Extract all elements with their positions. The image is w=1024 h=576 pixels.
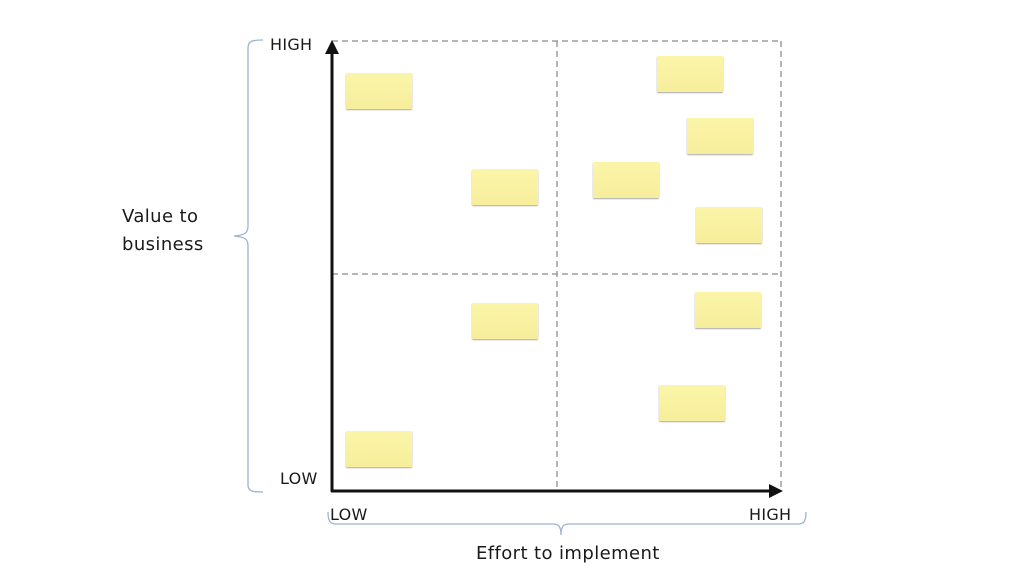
y-axis-title-line2: business	[122, 234, 204, 255]
x-axis-low-label: LOW	[330, 505, 368, 524]
sticky-note[interactable]	[472, 169, 538, 205]
sticky-note[interactable]	[696, 207, 762, 243]
sticky-note[interactable]	[472, 303, 538, 339]
sticky-note[interactable]	[657, 56, 723, 92]
y-axis-arrowhead	[325, 40, 339, 54]
x-axis-brace	[327, 511, 807, 536]
sticky-note[interactable]	[346, 431, 412, 467]
sticky-note[interactable]	[687, 118, 753, 154]
y-axis-title: Value to business	[122, 203, 204, 259]
x-axis-arrowhead	[769, 484, 783, 498]
sticky-note[interactable]	[593, 162, 659, 198]
sticky-note[interactable]	[346, 73, 412, 109]
y-axis-low-label: LOW	[280, 469, 318, 488]
y-axis-title-line1: Value to	[122, 206, 199, 227]
x-axis-high-label: HIGH	[749, 505, 792, 524]
sticky-note[interactable]	[695, 292, 761, 328]
sticky-note[interactable]	[659, 385, 725, 421]
y-axis-brace	[233, 39, 264, 493]
y-axis-high-label: HIGH	[270, 35, 313, 54]
x-axis-title: Effort to implement	[476, 543, 660, 564]
